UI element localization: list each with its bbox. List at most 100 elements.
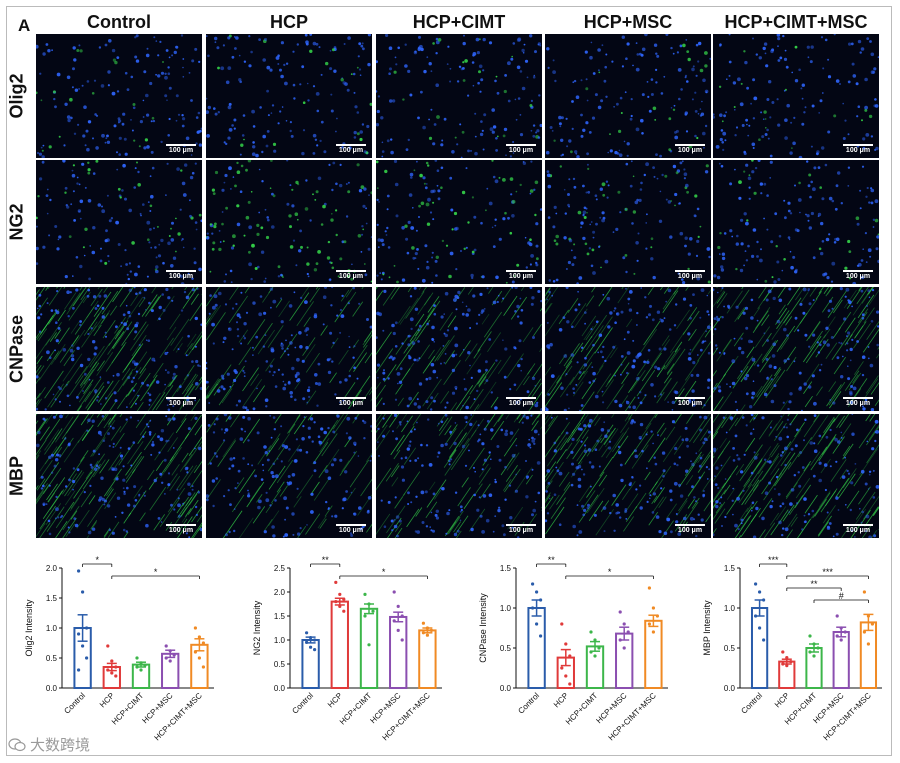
data-point [651, 630, 655, 634]
scale-bar-label: 100 μm [168, 400, 194, 407]
y-tick-label: 0.0 [46, 684, 58, 693]
micrograph-mbp-0: 100 μm [36, 414, 202, 538]
micrograph-ng2-0: 100 μm [36, 160, 202, 284]
data-point [197, 635, 201, 639]
data-point [866, 642, 870, 646]
data-point [589, 630, 593, 634]
x-tick-label: HCP+CIMT [564, 691, 600, 727]
scale-bar-label: 100 μm [168, 527, 194, 534]
micrograph-olig2-2: 100 μm [376, 34, 542, 158]
cnpase-chart: 0.0 0.5 1.0 1.5 CNPase Intensity Control HCP HC… [466, 550, 676, 750]
y-tick-label: 1.5 [46, 594, 58, 603]
y-tick-label: 0.5 [274, 660, 286, 669]
data-point [193, 626, 197, 630]
row-label-text: NG2 [6, 203, 27, 241]
data-point [334, 580, 338, 584]
bar [527, 607, 546, 689]
chart-svg: 0.0 0.5 1.0 1.5 2.0 2.5 NG2 Intensity Control HC… [252, 555, 442, 742]
data-point [168, 659, 172, 663]
data-point [560, 666, 564, 670]
scale-bar: 100 μm [506, 397, 536, 407]
scale-bar: 100 μm [506, 524, 536, 534]
data-point [338, 592, 342, 596]
y-tick-label: 1.5 [500, 564, 512, 573]
data-point [568, 682, 572, 686]
chart-svg: 0.0 0.5 1.0 1.5 2.0 Olig2 Intensity Control HCP… [24, 555, 214, 742]
scale-bar: 100 μm [843, 524, 873, 534]
scale-bar-line [843, 144, 873, 146]
scale-bar: 100 μm [843, 397, 873, 407]
scale-bar: 100 μm [166, 270, 196, 280]
significance-label: ** [548, 555, 556, 565]
x-tick-label: HCP+CIMT [338, 691, 374, 727]
data-point [429, 628, 433, 632]
data-point [843, 630, 847, 634]
y-tick-label: 0.5 [724, 644, 736, 653]
chart-svg: 0.0 0.5 1.0 1.5 MBP Intensity Control HCP HCP+C… [702, 555, 882, 742]
y-tick-label: 2.0 [274, 588, 286, 597]
data-point [808, 634, 812, 638]
significance-label: * [154, 567, 158, 577]
scale-bar-line [506, 144, 536, 146]
micrograph-olig2-0: 100 μm [36, 34, 202, 158]
data-point [816, 646, 820, 650]
data-point [309, 636, 313, 640]
data-point [781, 662, 785, 666]
y-tick-label: 0.5 [46, 654, 58, 663]
data-point [168, 649, 172, 653]
scale-bar: 100 μm [166, 144, 196, 154]
data-point [812, 642, 816, 646]
data-point [77, 668, 81, 672]
data-point [862, 630, 866, 634]
bar [161, 652, 180, 690]
bar [750, 607, 769, 689]
data-point [568, 654, 572, 658]
scale-bar-label: 100 μm [677, 147, 703, 154]
data-point [618, 610, 622, 614]
data-point [400, 638, 404, 642]
bar [389, 615, 408, 689]
data-point [626, 630, 630, 634]
data-point [560, 622, 564, 626]
scale-bar-label: 100 μm [845, 400, 871, 407]
data-point [593, 638, 597, 642]
scale-bar-label: 100 μm [677, 400, 703, 407]
x-tick-label: HCP [773, 691, 791, 709]
scale-bar-line [166, 524, 196, 526]
scale-bar-line [336, 144, 366, 146]
data-point [334, 600, 338, 604]
bar [615, 632, 634, 689]
data-point [110, 671, 114, 675]
scale-bar-line [843, 524, 873, 526]
scale-bar-label: 100 μm [845, 527, 871, 534]
data-point [392, 590, 396, 594]
data-point [201, 641, 205, 645]
column-header: HCP+CIMT+MSC [724, 12, 868, 32]
significance-label: *** [822, 567, 833, 577]
data-point [164, 644, 168, 648]
scale-bar: 100 μm [336, 524, 366, 534]
data-point [421, 621, 425, 625]
data-point [396, 628, 400, 632]
data-point [172, 653, 176, 657]
panel-letter: A [18, 16, 31, 35]
data-point [143, 663, 147, 667]
scale-bar-label: 100 μm [677, 273, 703, 280]
data-point [85, 656, 89, 660]
scale-bar-line [336, 270, 366, 272]
significance-label: ** [322, 555, 330, 565]
y-tick-label: 2.5 [274, 564, 286, 573]
row-label: NG2 [2, 160, 32, 284]
bar [418, 629, 437, 689]
column-header: HCP+MSC [583, 12, 673, 32]
data-point [139, 661, 143, 665]
scale-bar: 100 μm [675, 397, 705, 407]
data-point [367, 602, 371, 606]
data-point [754, 614, 758, 618]
data-point [114, 674, 118, 678]
data-point [396, 604, 400, 608]
data-point [535, 590, 539, 594]
column-header: HCP+CIMT [412, 12, 506, 32]
micrograph-mbp-4: 100 μm [713, 414, 879, 538]
data-point [425, 626, 429, 630]
